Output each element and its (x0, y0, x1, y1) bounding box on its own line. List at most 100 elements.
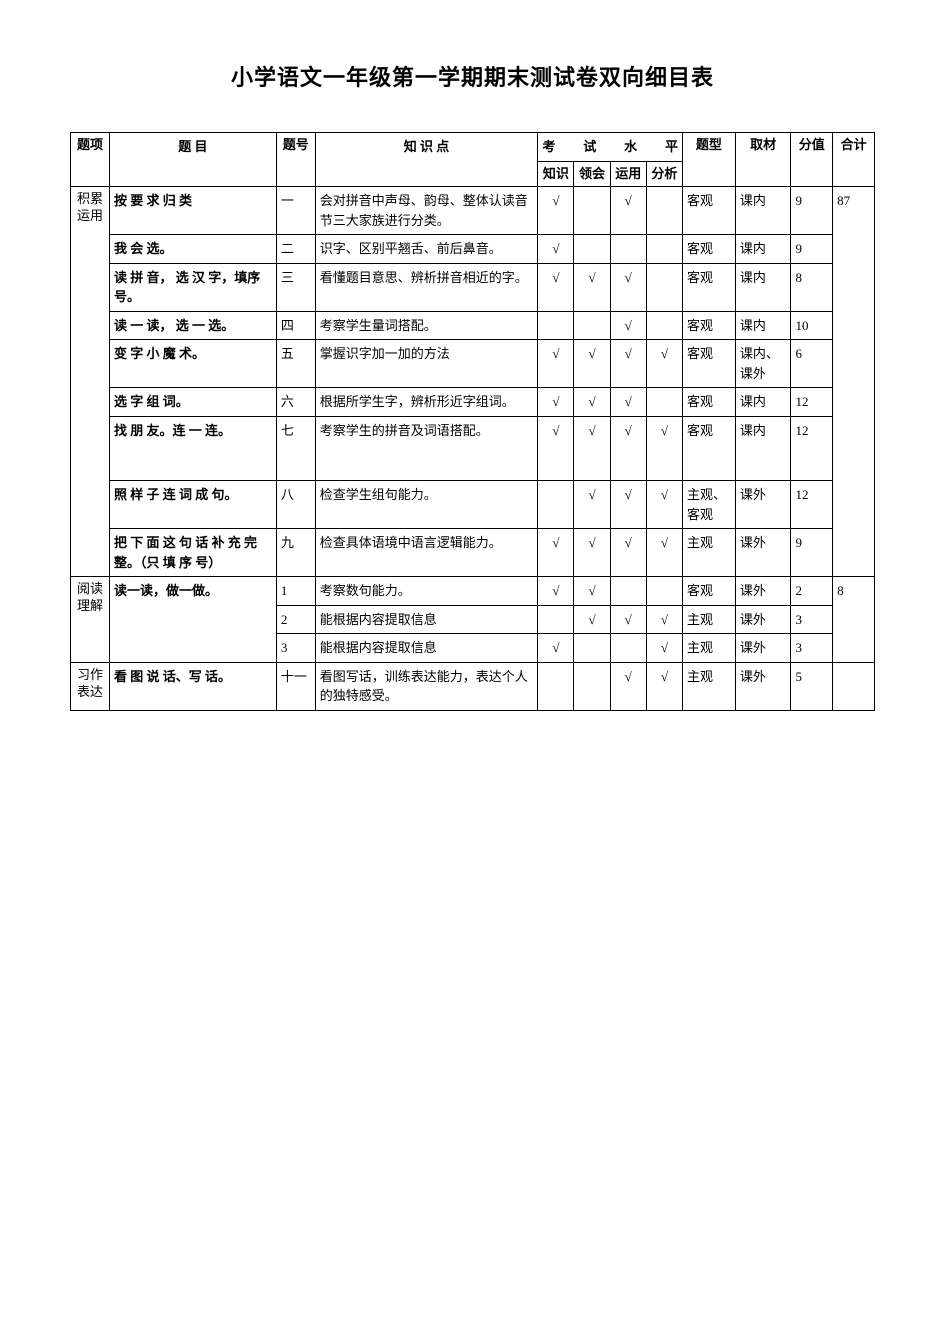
table-row: 读 一 读， 选 一 选。四考察学生量词搭配。√客观课内10 (71, 311, 875, 340)
hdr-source: 取材 (735, 133, 791, 187)
source: 课外 (735, 481, 791, 529)
item-title: 把 下 面 这 句 话 补 充 完 整。（只 填 序 号） (109, 529, 276, 577)
level-mark: √ (610, 388, 646, 417)
level-mark: √ (610, 187, 646, 235)
source: 课内 (735, 187, 791, 235)
item-number: 1 (276, 577, 315, 606)
level-mark: √ (538, 263, 574, 311)
level-mark (646, 311, 682, 340)
table-row: 照 样 子 连 词 成 句。八检查学生组句能力。√√√主观、客观课外12 (71, 481, 875, 529)
table-row: 我 会 选。二识字、区别平翘舌、前后鼻音。√ 客观课内9 (71, 235, 875, 264)
level-mark (538, 662, 574, 710)
level-mark: √ (610, 529, 646, 577)
q-type: 主观 (682, 662, 735, 710)
level-mark (574, 235, 610, 264)
level-mark: √ (610, 340, 646, 388)
level-mark: √ (538, 340, 574, 388)
score: 12 (791, 416, 833, 481)
table-row: 积累运用按 要 求 归 类一会对拼音中声母、韵母、整体认读音节三大家族进行分类。… (71, 187, 875, 235)
knowledge-point: 考察学生的拼音及词语搭配。 (315, 416, 538, 481)
knowledge-point: 能根据内容提取信息 (315, 634, 538, 663)
level-mark: √ (574, 388, 610, 417)
level-mark (538, 605, 574, 634)
category-cell: 阅读理解 (71, 577, 110, 663)
level-mark: √ (610, 416, 646, 481)
q-type: 客观 (682, 388, 735, 417)
source: 课内、课外 (735, 340, 791, 388)
knowledge-point: 考察学生量词搭配。 (315, 311, 538, 340)
score: 9 (791, 187, 833, 235)
item-number: 四 (276, 311, 315, 340)
source: 课外 (735, 662, 791, 710)
hdr-total: 合计 (833, 133, 875, 187)
table-row: 选 字 组 词。六根据所学生字，辨析形近字组词。√√√客观课内12 (71, 388, 875, 417)
table-row: 把 下 面 这 句 话 补 充 完 整。（只 填 序 号）九检查具体语境中语言逻… (71, 529, 875, 577)
level-mark: √ (646, 634, 682, 663)
hdr-category: 题项 (71, 133, 110, 187)
level-mark (610, 634, 646, 663)
item-title: 按 要 求 归 类 (109, 187, 276, 235)
item-number: 十一 (276, 662, 315, 710)
level-mark (574, 311, 610, 340)
hdr-item: 题 目 (109, 133, 276, 187)
level-mark: √ (574, 481, 610, 529)
level-mark: √ (538, 235, 574, 264)
level-mark: √ (610, 662, 646, 710)
q-type: 客观 (682, 340, 735, 388)
q-type: 主观、客观 (682, 481, 735, 529)
level-mark: √ (610, 263, 646, 311)
level-mark: √ (538, 187, 574, 235)
hdr-level-group: 考 试 水 平 (538, 133, 683, 162)
item-number: 2 (276, 605, 315, 634)
level-mark: √ (538, 634, 574, 663)
category-cell: 积累运用 (71, 187, 110, 577)
q-type: 主观 (682, 529, 735, 577)
level-mark: √ (646, 340, 682, 388)
score: 3 (791, 605, 833, 634)
hdr-number: 题号 (276, 133, 315, 187)
item-number: 九 (276, 529, 315, 577)
item-title: 读 拼 音， 选 汉 字，填序 号。 (109, 263, 276, 311)
q-type: 客观 (682, 577, 735, 606)
level-mark: √ (574, 577, 610, 606)
score: 12 (791, 388, 833, 417)
knowledge-point: 掌握识字加一加的方法 (315, 340, 538, 388)
hdr-lvl-knowledge: 知识 (538, 161, 574, 187)
level-mark: √ (574, 416, 610, 481)
knowledge-point: 检查具体语境中语言逻辑能力。 (315, 529, 538, 577)
source: 课外 (735, 605, 791, 634)
level-mark: √ (610, 311, 646, 340)
knowledge-point: 识字、区别平翘舌、前后鼻音。 (315, 235, 538, 264)
level-mark: √ (646, 416, 682, 481)
level-mark (610, 235, 646, 264)
item-number: 3 (276, 634, 315, 663)
level-mark: √ (574, 605, 610, 634)
table-row: 阅读理解读一读，做一做。1考察数句能力。√√客观课外28 (71, 577, 875, 606)
item-number: 二 (276, 235, 315, 264)
q-type: 客观 (682, 235, 735, 264)
score: 9 (791, 235, 833, 264)
level-mark (646, 235, 682, 264)
hdr-score: 分值 (791, 133, 833, 187)
score: 8 (791, 263, 833, 311)
q-type: 客观 (682, 187, 735, 235)
level-mark: √ (610, 481, 646, 529)
source: 课内 (735, 235, 791, 264)
item-title: 读一读，做一做。 (109, 577, 276, 663)
knowledge-point: 看图写话，训练表达能力，表达个人的独特感受。 (315, 662, 538, 710)
item-number: 八 (276, 481, 315, 529)
level-mark (646, 577, 682, 606)
q-type: 主观 (682, 605, 735, 634)
item-title: 我 会 选。 (109, 235, 276, 264)
level-mark (610, 577, 646, 606)
level-mark (646, 388, 682, 417)
level-mark: √ (574, 263, 610, 311)
hdr-lvl-analyze: 分析 (646, 161, 682, 187)
score: 2 (791, 577, 833, 606)
knowledge-point: 能根据内容提取信息 (315, 605, 538, 634)
source: 课内 (735, 263, 791, 311)
level-mark: √ (538, 529, 574, 577)
item-title: 照 样 子 连 词 成 句。 (109, 481, 276, 529)
level-mark: √ (610, 605, 646, 634)
level-mark: √ (646, 529, 682, 577)
